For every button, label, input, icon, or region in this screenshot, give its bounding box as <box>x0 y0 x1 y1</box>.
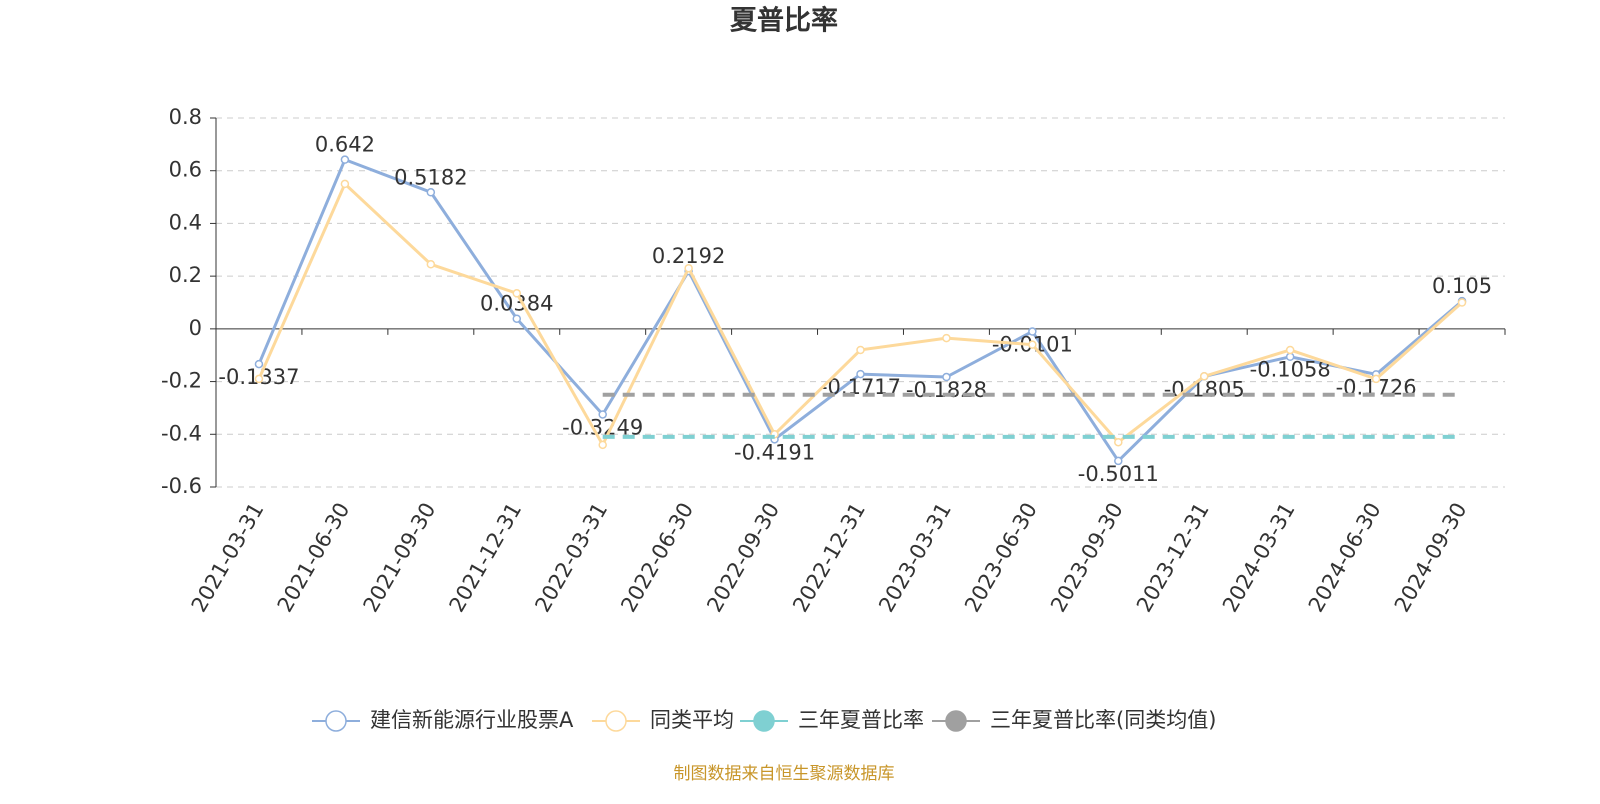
legend-item: 同类平均 <box>592 708 734 732</box>
legend-symbol <box>605 710 627 732</box>
x-tick-label: 2022-09-30 <box>702 499 784 617</box>
data-point <box>942 372 951 382</box>
data-point <box>1028 327 1037 336</box>
y-tick-label: 0.8 <box>169 105 202 129</box>
data-point <box>598 440 607 450</box>
x-tick-label: 2023-03-31 <box>874 499 956 617</box>
data-point <box>1457 298 1467 307</box>
legend-label: 三年夏普比率(同类均值) <box>990 708 1216 732</box>
data-label: -0.5011 <box>1078 462 1159 486</box>
x-tick-label: 2021-03-31 <box>187 499 269 617</box>
chart-title: 夏普比率 <box>730 5 838 37</box>
legend-item: 三年夏普比率(同类均值) <box>932 708 1216 732</box>
legend-label: 建信新能源行业股票A <box>370 708 574 732</box>
data-point <box>340 155 350 164</box>
x-tick-label: 2021-12-31 <box>444 499 526 617</box>
x-tick-label: 2023-12-31 <box>1132 499 1214 617</box>
data-point <box>856 345 865 355</box>
data-point <box>1028 340 1037 349</box>
data-point <box>1199 372 1209 381</box>
data-label: -0.4191 <box>734 440 815 464</box>
data-point <box>512 289 522 298</box>
legend-symbol <box>325 710 347 732</box>
data-point <box>254 359 264 369</box>
x-tick-label: 2021-06-30 <box>273 499 355 617</box>
y-tick-label: -0.6 <box>161 474 202 498</box>
x-tick-label: 2023-09-30 <box>1046 499 1128 617</box>
y-tick-label: 0.4 <box>169 210 202 234</box>
data-point <box>254 374 264 384</box>
x-tick-label: 2024-06-30 <box>1304 499 1386 617</box>
legend-label: 三年夏普比率 <box>798 708 924 732</box>
y-tick-label: -0.4 <box>161 421 202 445</box>
data-point <box>598 410 607 419</box>
data-label: -0.1828 <box>906 378 987 402</box>
legend-symbol <box>945 710 967 732</box>
data-point <box>1114 456 1123 466</box>
legend-label: 同类平均 <box>650 708 734 732</box>
data-point <box>426 188 436 197</box>
y-tick-label: -0.2 <box>161 369 202 393</box>
data-point <box>1114 437 1123 447</box>
data-label: 0.105 <box>1432 274 1492 298</box>
data-point <box>340 179 350 189</box>
data-point <box>942 333 951 343</box>
source-note: 制图数据来自恒生聚源数据库 <box>674 764 895 784</box>
x-tick-label: 2022-03-31 <box>530 499 612 617</box>
x-tick-label: 2022-12-31 <box>788 499 870 617</box>
data-label: 0.5182 <box>394 165 467 189</box>
y-tick-label: 0.2 <box>169 263 202 287</box>
data-point <box>856 369 865 379</box>
x-tick-label: 2023-06-30 <box>960 499 1042 617</box>
data-point <box>1285 345 1295 355</box>
legend-symbol <box>753 710 775 732</box>
legend-item: 建信新能源行业股票A <box>312 708 574 732</box>
x-tick-label: 2021-09-30 <box>359 499 441 617</box>
data-point <box>512 314 522 323</box>
data-label: -0.1058 <box>1250 358 1331 382</box>
data-point <box>684 263 693 273</box>
x-tick-label: 2022-06-30 <box>616 499 698 617</box>
data-point <box>426 260 436 269</box>
legend-item: 三年夏普比率 <box>740 708 924 732</box>
data-label: 0.642 <box>315 133 375 157</box>
series-line <box>257 157 1464 464</box>
x-tick-label: 2024-09-30 <box>1390 499 1472 617</box>
y-tick-label: 0 <box>189 316 202 340</box>
x-tick-label: 2024-03-31 <box>1218 499 1300 617</box>
data-point <box>1371 374 1381 384</box>
y-tick-label: 0.6 <box>169 158 202 182</box>
